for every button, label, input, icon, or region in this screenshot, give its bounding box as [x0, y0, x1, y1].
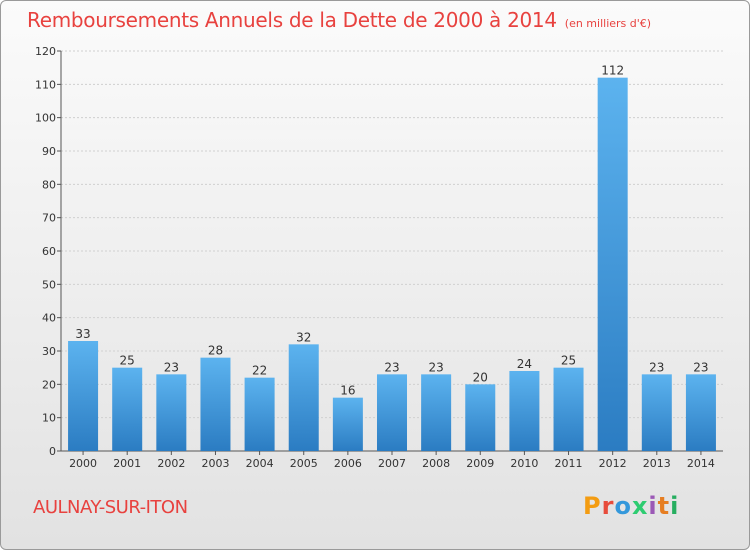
- data-label: 23: [164, 360, 179, 374]
- logo-letter: i: [670, 492, 680, 520]
- logo-letter: i: [648, 492, 658, 520]
- bar: [509, 371, 540, 451]
- y-tick-label: 50: [42, 278, 56, 291]
- bar: [112, 367, 143, 451]
- y-tick-label: 0: [49, 445, 56, 458]
- city-name: AULNAY-SUR-ITON: [33, 497, 188, 518]
- x-tick-label: 2007: [378, 457, 406, 470]
- x-tick-label: 2000: [69, 457, 97, 470]
- bar: [597, 77, 628, 452]
- data-label: 23: [649, 360, 664, 374]
- data-label: 20: [473, 370, 488, 384]
- bar: [332, 397, 363, 451]
- data-label: 23: [384, 360, 399, 374]
- x-tick-label: 2010: [510, 457, 538, 470]
- chart-title: Remboursements Annuels de la Dette de 20…: [27, 8, 651, 32]
- y-tick-label: 60: [42, 245, 56, 258]
- data-label: 23: [693, 360, 708, 374]
- data-label: 32: [296, 330, 311, 344]
- bar: [68, 341, 99, 451]
- data-label: 23: [428, 360, 443, 374]
- x-tick-label: 2008: [422, 457, 450, 470]
- chart-subtitle: (en milliers d'€): [564, 17, 652, 30]
- y-tick-label: 100: [35, 112, 56, 125]
- x-tick-label: 2013: [643, 457, 671, 470]
- y-tick-label: 30: [42, 345, 56, 358]
- x-tick-label: 2012: [599, 457, 627, 470]
- logo-letter: P: [583, 492, 602, 520]
- bar: [421, 374, 452, 451]
- bar: [685, 374, 716, 451]
- logo-letter: o: [614, 492, 632, 520]
- y-tick-label: 120: [35, 45, 56, 58]
- bar: [156, 374, 187, 451]
- data-label: 25: [561, 354, 576, 368]
- logo-letter: t: [657, 492, 671, 520]
- data-label: 16: [340, 384, 355, 398]
- x-tick-label: 2005: [290, 457, 318, 470]
- logo-letter: x: [631, 492, 649, 520]
- logo-letter: r: [601, 492, 615, 520]
- y-tick-label: 40: [42, 312, 56, 325]
- bar: [376, 374, 408, 451]
- bar: [553, 367, 584, 451]
- x-tick-label: 2011: [555, 457, 583, 470]
- data-label: 24: [517, 357, 532, 371]
- y-tick-label: 110: [35, 78, 56, 91]
- x-tick-label: 2009: [466, 457, 494, 470]
- data-label: 33: [75, 327, 90, 341]
- bar: [465, 384, 496, 451]
- x-tick-label: 2014: [687, 457, 715, 470]
- x-tick-label: 2004: [246, 457, 274, 470]
- y-tick-label: 20: [42, 378, 56, 391]
- y-tick-label: 80: [42, 178, 56, 191]
- x-tick-label: 2006: [334, 457, 362, 470]
- x-tick-label: 2003: [201, 457, 229, 470]
- y-tick-label: 90: [42, 145, 56, 158]
- x-tick-label: 2001: [113, 457, 141, 470]
- bar: [288, 344, 319, 451]
- bar: [200, 357, 231, 451]
- data-label: 28: [208, 344, 223, 358]
- y-tick-label: 70: [42, 212, 56, 225]
- data-label: 22: [252, 364, 267, 378]
- bar: [641, 374, 672, 451]
- proxiti-logo: Proxiti: [583, 492, 679, 520]
- bar: [244, 377, 275, 451]
- chart-title-text: Remboursements Annuels de la Dette de 20…: [27, 8, 557, 32]
- data-label: 112: [601, 64, 624, 78]
- y-tick-label: 10: [42, 412, 56, 425]
- data-label: 25: [120, 354, 135, 368]
- x-tick-label: 2002: [157, 457, 185, 470]
